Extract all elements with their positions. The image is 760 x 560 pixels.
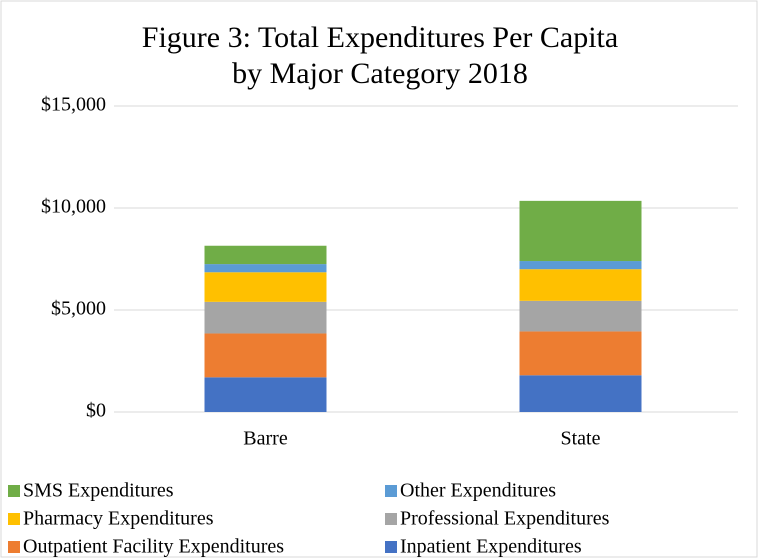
chart-title: by Major Category 2018 (232, 57, 528, 90)
y-tick-label: $15,000 (41, 94, 106, 116)
bar-segment (519, 331, 642, 376)
x-tick-label: Barre (243, 428, 288, 450)
bar-segment (519, 300, 642, 332)
legend-swatch (8, 513, 20, 525)
legend-label: SMS Expenditures (23, 480, 174, 502)
x-tick-label: State (561, 428, 601, 450)
bar-segment (204, 264, 327, 273)
legend-swatch (385, 513, 397, 525)
bar-segment (204, 301, 327, 334)
legend-swatch (385, 541, 397, 553)
bar-segment (204, 245, 327, 265)
y-tick-label: $0 (86, 400, 106, 422)
legend-label: Inpatient Expenditures (400, 536, 582, 558)
legend-label: Pharmacy Expenditures (23, 508, 214, 530)
bar-segment (519, 269, 642, 301)
bar-segment (519, 261, 642, 270)
legend-swatch (8, 541, 20, 553)
legend-swatch (385, 485, 397, 497)
legend-label: Outpatient Facility Expenditures (23, 536, 284, 558)
bar-segment (204, 333, 327, 378)
legend-label: Other Expenditures (400, 480, 556, 502)
chart-title: Figure 3: Total Expenditures Per Capita (142, 21, 618, 54)
y-tick-label: $5,000 (51, 298, 106, 320)
bar-segment (204, 377, 327, 412)
bar-segment (519, 200, 642, 262)
legend-label: Professional Expenditures (400, 508, 610, 530)
bar-segment (519, 375, 642, 412)
bar-segment (204, 272, 327, 302)
y-tick-label: $10,000 (41, 196, 106, 218)
legend-swatch (8, 485, 20, 497)
